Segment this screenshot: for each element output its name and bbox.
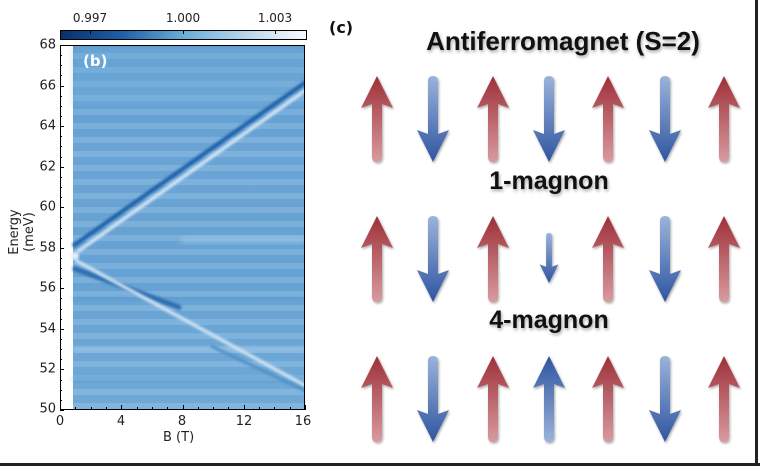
x-tick (167, 407, 169, 410)
x-tick (213, 407, 215, 410)
x-tick-label: 16 (294, 414, 312, 429)
y-tick-label: 66 (39, 78, 56, 93)
y-tick (60, 176, 62, 178)
y-tick-label: 52 (39, 361, 56, 377)
y-tick-label: 60 (39, 199, 56, 215)
colorbar-tick (183, 30, 184, 34)
y-tick (60, 75, 62, 77)
y-tick (60, 278, 62, 280)
y-tick (60, 156, 62, 158)
y-tick (60, 349, 62, 351)
y-tick (60, 359, 62, 361)
colorbar-tick-label: 1.000 (165, 11, 201, 25)
colorbar-tick (275, 30, 276, 34)
y-tick (60, 298, 62, 300)
x-tick (243, 405, 245, 410)
x-tick (305, 405, 306, 410)
heatmap-features (71, 46, 304, 392)
y-tick-label: 54 (39, 321, 56, 336)
y-tick (60, 288, 64, 290)
x-tick (197, 407, 199, 410)
x-tick (228, 407, 230, 410)
y-tick (60, 308, 62, 310)
y-tick (60, 389, 62, 391)
y-axis-label: Energy (meV) (7, 209, 37, 255)
x-tick (105, 407, 107, 410)
frame-border-right (755, 0, 758, 463)
x-tick-label: 4 (116, 414, 126, 429)
x-tick (121, 405, 123, 410)
y-tick (60, 379, 62, 381)
y-tick (60, 268, 62, 270)
y-tick (60, 166, 64, 168)
y-tick (60, 65, 62, 67)
y-tick (60, 339, 62, 341)
x-tick (259, 407, 261, 410)
x-axis-label: B (T) (163, 430, 195, 445)
y-tick-label: 68 (39, 37, 56, 53)
y-tick (60, 399, 62, 401)
x-tick (75, 407, 77, 410)
y-tick (60, 369, 64, 371)
y-tick (60, 328, 64, 330)
x-tick (274, 407, 276, 410)
y-tick (60, 136, 62, 138)
y-tick (60, 247, 64, 249)
frame-border-bottom (0, 463, 760, 466)
x-tick (289, 407, 291, 410)
y-tick (60, 126, 64, 128)
x-tick-label: 12 (235, 414, 253, 429)
x-tick (182, 405, 184, 410)
y-tick-label: 56 (39, 280, 56, 296)
x-tick-label: 0 (55, 414, 65, 429)
y-tick (60, 85, 64, 87)
x-tick-label: 8 (177, 414, 187, 429)
y-tick (60, 217, 62, 219)
row-title-4-magnon: 4-magnon (489, 306, 609, 334)
colorbar-tick (90, 30, 91, 34)
y-tick (60, 105, 62, 107)
y-tick (60, 146, 62, 148)
y-tick-label: 62 (39, 159, 56, 174)
y-tick-label: 58 (39, 240, 56, 255)
y-tick-label: 50 (39, 401, 56, 417)
colorbar-tick-label: 0.997 (72, 11, 108, 25)
y-tick (60, 186, 62, 188)
panel-label-b: (b) (83, 52, 108, 70)
row-title-1-magnon: 1-magnon (489, 167, 609, 195)
heatmap-plot: (b) (60, 45, 305, 410)
row-title-antiferromagnet: Antiferromagnet (S=2) (426, 26, 700, 56)
x-tick (60, 405, 61, 410)
x-tick (151, 407, 153, 410)
y-tick (60, 207, 64, 209)
colorbar-tick-label: 1.003 (257, 11, 293, 25)
y-tick (60, 55, 62, 57)
y-tick (60, 227, 62, 229)
y-tick (60, 410, 64, 411)
y-tick (60, 237, 62, 239)
y-tick (60, 95, 62, 97)
x-tick (90, 407, 92, 410)
y-tick (60, 115, 62, 117)
y-tick (60, 197, 62, 199)
y-tick-label: 64 (39, 118, 56, 134)
y-tick (60, 257, 62, 259)
y-tick (60, 45, 64, 46)
y-tick (60, 318, 62, 320)
x-tick (136, 407, 138, 410)
panel-label-c: (c) (329, 18, 354, 37)
